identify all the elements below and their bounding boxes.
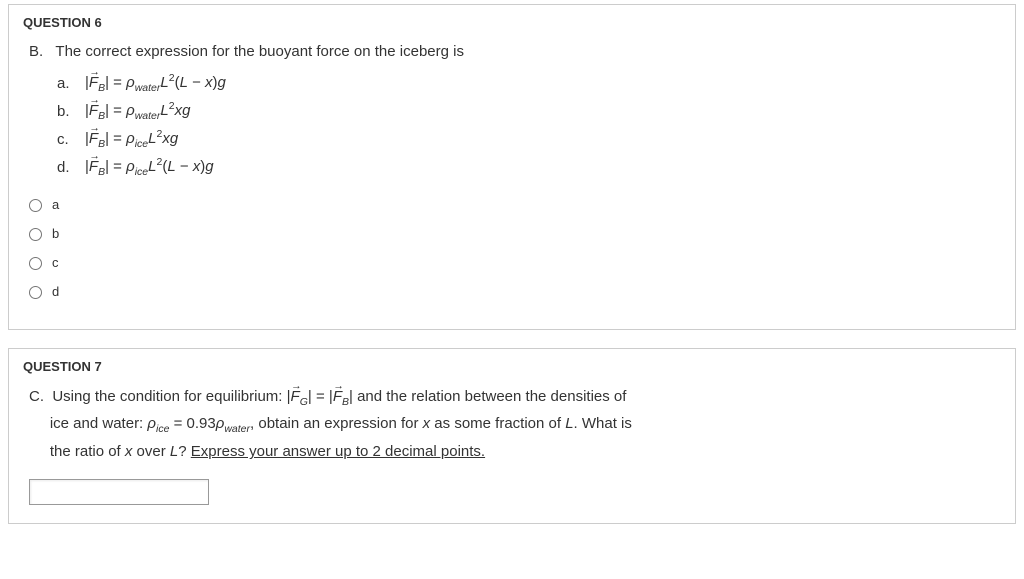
question-7-block: QUESTION 7 C. Using the condition for eq… bbox=[8, 348, 1016, 524]
q6-radio-c[interactable] bbox=[29, 257, 42, 270]
x: x bbox=[175, 102, 183, 119]
q7-t5: as some fraction of bbox=[430, 415, 565, 432]
sub-water: water bbox=[224, 423, 250, 435]
q6-options: a b c d bbox=[29, 195, 995, 302]
q6-option-a-label: a bbox=[52, 195, 59, 216]
q7-t4: , obtain an expression for bbox=[250, 415, 423, 432]
sub-B: B bbox=[98, 166, 105, 178]
sub-water: water bbox=[135, 110, 161, 122]
q6-prompt: The correct expression for the buoyant f… bbox=[55, 43, 464, 60]
rho: ρ bbox=[126, 130, 135, 147]
x: x bbox=[205, 74, 213, 91]
eq-sign: = bbox=[312, 388, 329, 405]
q6-radio-d[interactable] bbox=[29, 286, 42, 299]
eq-sign: = bbox=[113, 74, 122, 91]
minus: − bbox=[188, 74, 205, 91]
q6-radio-a[interactable] bbox=[29, 199, 42, 212]
q6-option-b[interactable]: b bbox=[29, 224, 995, 245]
q7-part-label: C. bbox=[29, 388, 44, 405]
q6-option-c-label: c bbox=[52, 253, 59, 274]
q6-option-a[interactable]: a bbox=[29, 195, 995, 216]
q7-t2: and the relation between the densities o… bbox=[353, 388, 627, 405]
q7-answer-input[interactable] bbox=[29, 479, 209, 505]
question-6-body: B. The correct expression for the buoyan… bbox=[9, 40, 1015, 329]
q6-radio-b[interactable] bbox=[29, 228, 42, 241]
q7-underline: Express your answer up to 2 decimal poin… bbox=[191, 443, 485, 460]
q6-option-c[interactable]: c bbox=[29, 253, 995, 274]
q6-eq-c-label: c. bbox=[57, 127, 75, 153]
rho: ρ bbox=[126, 74, 135, 91]
sub-ice: ice bbox=[156, 423, 169, 435]
L: L bbox=[160, 102, 168, 119]
sub-G: G bbox=[300, 396, 308, 408]
q6-option-b-label: b bbox=[52, 224, 59, 245]
rho: ρ bbox=[126, 102, 135, 119]
q6-part-label: B. bbox=[29, 43, 43, 60]
rho: ρ bbox=[126, 158, 135, 175]
coef: 0.93 bbox=[187, 415, 216, 432]
eq-sign: = bbox=[113, 102, 122, 119]
q7-t8: over bbox=[132, 443, 170, 460]
question-7-body: C. Using the condition for equilibrium: … bbox=[9, 384, 1015, 523]
q7-t3: ice and water: bbox=[50, 415, 148, 432]
L2: L bbox=[180, 74, 188, 91]
sub-B: B bbox=[342, 396, 349, 408]
eq-sign2: = bbox=[169, 415, 186, 432]
question-6-header: QUESTION 6 bbox=[9, 5, 1015, 40]
q6-option-d[interactable]: d bbox=[29, 282, 995, 303]
g: g bbox=[205, 158, 213, 175]
q6-prompt-line: B. The correct expression for the buoyan… bbox=[29, 40, 995, 64]
g: g bbox=[218, 74, 226, 91]
g: g bbox=[170, 130, 178, 147]
q7-t7: the ratio of bbox=[50, 443, 125, 460]
eq-sign: = bbox=[113, 130, 122, 147]
sub-ice: ice bbox=[135, 166, 148, 178]
rho-ice: ρ bbox=[147, 415, 156, 432]
L2: L bbox=[167, 158, 175, 175]
q6-option-d-label: d bbox=[52, 282, 59, 303]
L: L bbox=[160, 74, 168, 91]
q6-eq-a-expr: →FB = ρwaterL2(L − x)g bbox=[85, 70, 226, 98]
L: L bbox=[565, 415, 573, 432]
eq-sign: = bbox=[113, 158, 122, 175]
sub-ice: ice bbox=[135, 138, 148, 150]
x: x bbox=[162, 130, 170, 147]
q6-eq-d-label: d. bbox=[57, 155, 75, 181]
minus: − bbox=[176, 158, 193, 175]
q6-eq-b-label: b. bbox=[57, 99, 75, 125]
question-7-header: QUESTION 7 bbox=[9, 349, 1015, 384]
sub-water: water bbox=[135, 82, 161, 94]
q7-t1: Using the condition for equilibrium: bbox=[52, 388, 286, 405]
q6-eq-c: c. →FB = ρiceL2xg bbox=[57, 126, 995, 154]
q6-eq-d: d. →FB = ρiceL2(L − x)g bbox=[57, 154, 995, 182]
q6-equation-list: a. →FB = ρwaterL2(L − x)g b. →FB = ρwate… bbox=[57, 70, 995, 181]
q6-eq-b-expr: →FB = ρwaterL2xg bbox=[85, 98, 190, 126]
question-6-block: QUESTION 6 B. The correct expression for… bbox=[8, 4, 1016, 330]
q6-eq-d-expr: →FB = ρiceL2(L − x)g bbox=[85, 154, 214, 182]
q7-t9: ? bbox=[178, 443, 191, 460]
q7-t6: . What is bbox=[574, 415, 632, 432]
q6-eq-a-label: a. bbox=[57, 71, 75, 97]
L2: L bbox=[170, 443, 178, 460]
g: g bbox=[182, 102, 190, 119]
q6-eq-b: b. →FB = ρwaterL2xg bbox=[57, 98, 995, 126]
q7-prompt: C. Using the condition for equilibrium: … bbox=[29, 384, 995, 465]
q6-eq-a: a. →FB = ρwaterL2(L − x)g bbox=[57, 70, 995, 98]
